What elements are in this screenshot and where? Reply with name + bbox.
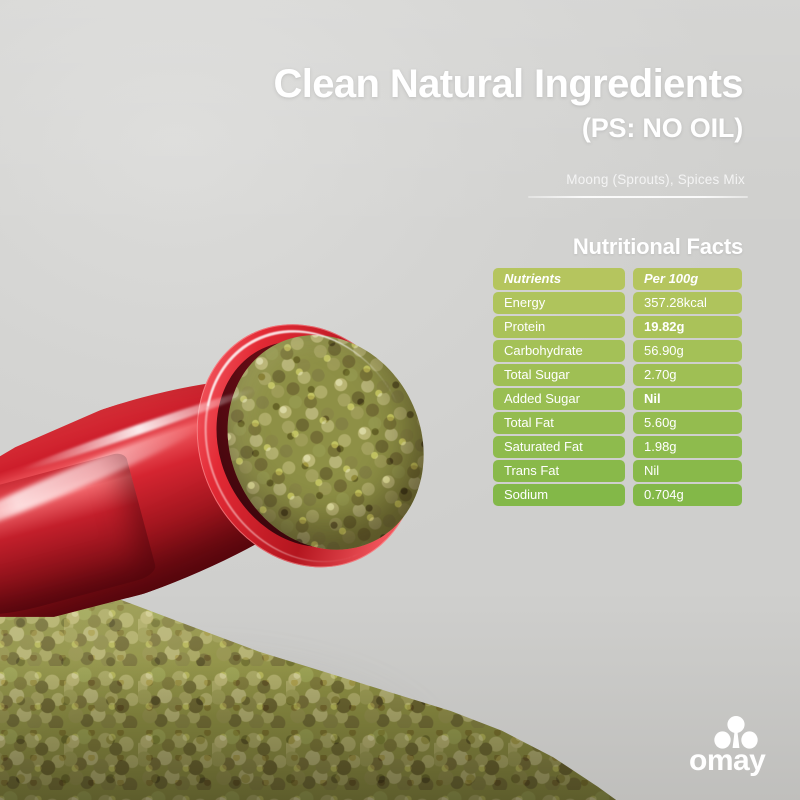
cell-value: 19.82g (633, 316, 742, 338)
table-row: Protein 19.82g (493, 316, 742, 338)
cell-value: 1.98g (633, 436, 742, 458)
cell-nutrient: Protein (493, 316, 625, 338)
cell-value: Nil (633, 460, 742, 482)
headline: Clean Natural Ingredients (273, 62, 743, 106)
nutrition-facts-title: Nutritional Facts (572, 234, 743, 259)
sprout-trefoil-icon (713, 716, 759, 749)
table-row: Added Sugar Nil (493, 388, 742, 410)
cell-value: 0.704g (633, 484, 742, 506)
header-cell-nutrients: Nutrients (493, 268, 625, 290)
table-body: Energy 357.28kcal Protein 19.82g Carbohydrat… (493, 292, 742, 506)
cell-nutrient: Added Sugar (493, 388, 625, 410)
table-row: Trans Fat Nil (493, 460, 742, 482)
cell-nutrient: Trans Fat (493, 460, 625, 482)
brand-logo: omay (689, 716, 785, 778)
header-cell-per100g: Per 100g (633, 268, 742, 290)
table-row: Total Sugar 2.70g (493, 364, 742, 386)
svg-text:omay: omay (689, 744, 766, 777)
ingredients-line: Moong (Sprouts), Spices Mix (566, 172, 745, 187)
cell-nutrient: Total Fat (493, 412, 625, 434)
table-row: Total Fat 5.60g (493, 412, 742, 434)
cell-value: 2.70g (633, 364, 742, 386)
table-row: Saturated Fat 1.98g (493, 436, 742, 458)
brand-wordmark: omay (689, 744, 785, 778)
table-row: Energy 357.28kcal (493, 292, 742, 314)
nutrition-table: Nutrients Per 100g Energy 357.28kcal Prote… (493, 268, 742, 508)
table-row: Sodium 0.704g (493, 484, 742, 506)
divider-rule (528, 196, 748, 198)
cell-value: Nil (633, 388, 742, 410)
cell-value: 56.90g (633, 340, 742, 362)
subheadline: (PS: NO OIL) (581, 113, 743, 143)
cell-nutrient: Carbohydrate (493, 340, 625, 362)
cell-nutrient: Sodium (493, 484, 625, 506)
cell-nutrient: Total Sugar (493, 364, 625, 386)
table-header-row: Nutrients Per 100g (493, 268, 742, 290)
cell-nutrient: Energy (493, 292, 625, 314)
table-row: Carbohydrate 56.90g (493, 340, 742, 362)
cell-nutrient: Saturated Fat (493, 436, 625, 458)
cell-value: 5.60g (633, 412, 742, 434)
cell-value: 357.28kcal (633, 292, 742, 314)
